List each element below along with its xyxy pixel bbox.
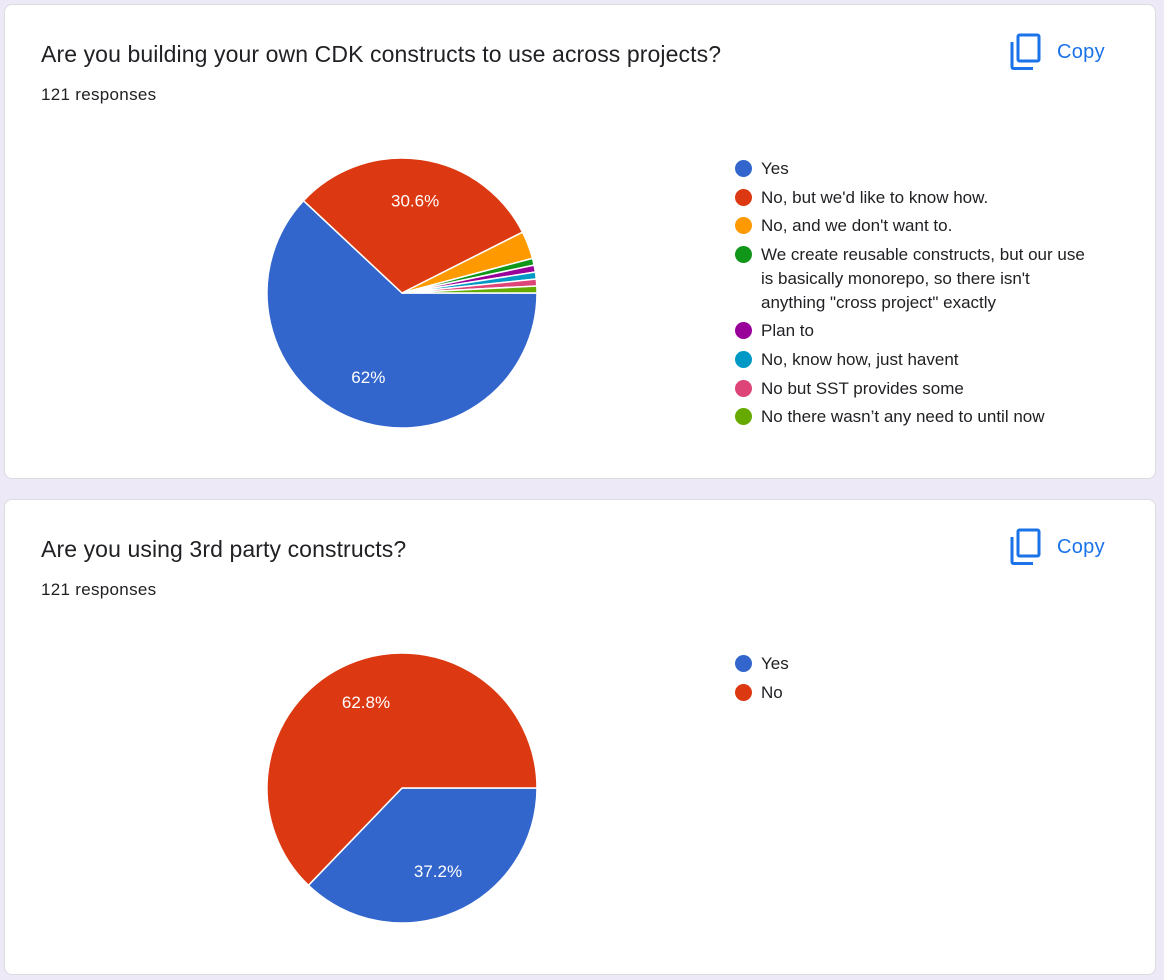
legend-label: No but SST provides some	[761, 378, 964, 398]
pie-slice	[266, 199, 538, 429]
response-count: 121 responses	[41, 580, 157, 599]
slice-label: 62%	[351, 368, 385, 387]
copy-label: Copy	[1057, 40, 1105, 63]
legend-item: No	[735, 681, 1095, 705]
copy-button[interactable]: Copy	[1009, 526, 1129, 568]
legend-swatch	[735, 683, 752, 701]
legend-label: No, and we don't want to.	[761, 216, 953, 236]
legend-swatch	[735, 217, 752, 235]
response-count: 121 responses	[41, 85, 157, 104]
legend-item: Yes	[735, 157, 1095, 181]
chart-legend: Yes No	[735, 652, 1095, 709]
pie-slice	[266, 652, 538, 887]
pie-chart: 37.2% 62.8%	[266, 652, 538, 924]
copy-button[interactable]: Copy	[1009, 31, 1129, 73]
legend-swatch	[735, 408, 752, 426]
legend-item: No, but we'd like to know how.	[735, 186, 1095, 210]
legend-label: Yes	[761, 159, 789, 178]
legend-item: No, and we don't want to.	[735, 214, 1095, 238]
copy-icon	[1009, 33, 1043, 71]
legend-label: No, but we'd like to know how.	[761, 187, 989, 207]
question-title: Are you using 3rd party constructs?	[41, 536, 407, 562]
legend-label: Plan to	[761, 321, 814, 341]
legend-swatch	[735, 350, 752, 368]
legend-label: Yes	[761, 654, 789, 673]
slice-label: 62.8%	[342, 693, 390, 712]
legend-item: Plan to	[735, 319, 1095, 343]
legend-item: Yes	[735, 652, 1095, 676]
copy-icon	[1009, 528, 1043, 566]
question-card: Are you building your own CDK constructs…	[4, 4, 1156, 479]
legend-item: No there wasn’t any need to until now	[735, 405, 1095, 429]
slice-label: 30.6%	[391, 192, 439, 211]
legend-label: No, know how, just havent	[761, 349, 959, 369]
legend-label: No there wasn’t any need to until now	[761, 407, 1045, 427]
legend-swatch	[735, 322, 752, 340]
pie-slice	[401, 285, 538, 294]
legend-item: We create reusable constructs, but our u…	[735, 243, 1095, 315]
legend-item: No but SST provides some	[735, 377, 1095, 401]
legend-swatch	[735, 245, 752, 263]
legend-label: No	[761, 682, 783, 702]
pie-chart: 62% 30.6%	[266, 157, 538, 429]
copy-label: Copy	[1057, 535, 1105, 558]
question-title: Are you building your own CDK constructs…	[41, 41, 722, 67]
legend-swatch	[735, 379, 752, 397]
legend-swatch	[735, 160, 752, 177]
legend-swatch	[735, 655, 752, 672]
legend-label: We create reusable constructs, but our u…	[761, 244, 1085, 312]
slice-label: 37.2%	[414, 862, 462, 881]
pie-slice	[307, 787, 538, 924]
legend-item: No, know how, just havent	[735, 348, 1095, 372]
question-card: Are you using 3rd party constructs? 121 …	[4, 499, 1156, 975]
chart-legend: Yes No, but we'd like to know how. No, and…	[735, 157, 1095, 434]
legend-swatch	[735, 188, 752, 206]
